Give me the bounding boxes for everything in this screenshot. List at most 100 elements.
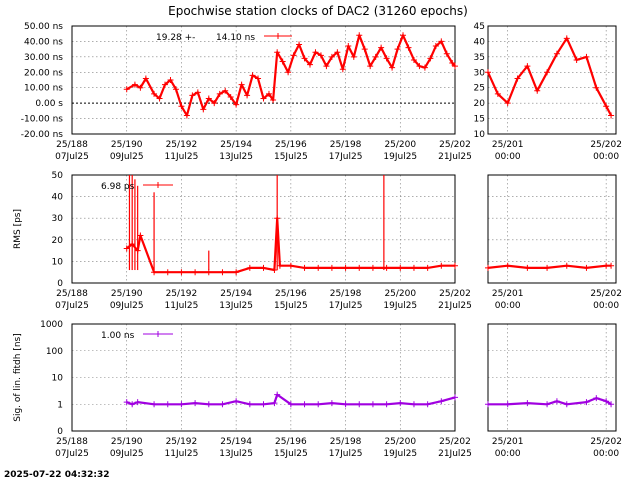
data-point [452,262,458,269]
y-tick-label: 25 [474,84,485,94]
x-tick-sublabel: 17Jul25 [329,301,363,311]
data-point [405,44,412,51]
x-tick-label: 25/201 [492,437,524,447]
x-tick-sublabel: 00:00 [495,449,521,459]
y-tick-label: 40 [474,37,486,47]
x-tick-label: 25/198 [330,437,362,447]
data-point [123,245,130,252]
x-tick-label: 25/190 [111,437,143,447]
data-point [449,60,456,67]
x-tick-label: 25/200 [384,140,416,150]
data-point [328,400,335,407]
x-tick-sublabel: 09Jul25 [110,152,144,162]
y-tick-label: 30 [474,68,486,78]
y-tick-label: 1 [57,400,63,410]
legend-marker [275,33,281,39]
data-point [504,262,511,269]
data-point [383,401,390,408]
data-point [246,401,253,408]
x-tick-sublabel: 19Jul25 [383,152,417,162]
data-point [192,400,199,407]
data-point [301,264,308,271]
x-tick-sublabel: 21Jul25 [438,449,472,459]
data-point [249,72,256,79]
y-tick-label: 20.00 ns [24,68,63,78]
data-point [452,394,458,401]
right-panel-frame [487,25,617,135]
x-tick-label: 25/192 [166,437,198,447]
data-point [485,401,491,408]
data-point [279,58,286,65]
legend-sigma-label: 14.10 ns [216,33,255,43]
data-point [416,63,423,70]
x-tick-sublabel: 19Jul25 [383,301,417,311]
data-point [233,269,240,276]
x-tick-sublabel: 07Jul25 [55,152,89,162]
x-tick-sublabel: 11Jul25 [165,152,199,162]
data-point [593,84,600,91]
data-point [394,46,401,53]
data-point [192,269,199,276]
data-point [432,43,439,50]
data-point [608,401,615,408]
y-tick-label: 0 [57,427,63,437]
y-tick-label: 35 [474,53,485,63]
x-tick-label: 25/196 [275,437,307,447]
data-point [301,401,308,408]
data-point [205,95,212,102]
y-tick-label: 0 [57,279,63,289]
data-point [131,81,138,88]
x-tick-label: 25/190 [111,140,143,150]
data-point [369,401,376,408]
data-point [219,269,226,276]
data-point [378,44,385,51]
data-point [246,264,253,271]
y-tick-label: 10 [474,130,486,140]
data-point [334,49,341,56]
data-point [504,401,511,408]
x-tick-label: 25/198 [330,140,362,150]
y-tick-label: 1000 [40,320,63,330]
data-point [216,90,223,97]
data-point [328,53,335,60]
x-tick-sublabel: 09Jul25 [110,449,144,459]
x-tick-sublabel: 21Jul25 [438,301,472,311]
x-tick-sublabel: 17Jul25 [329,152,363,162]
x-tick-label: 25/196 [275,140,307,150]
data-point [129,401,136,408]
data-point [317,52,324,59]
data-point [443,50,450,57]
data-point [233,398,240,405]
data-point [485,69,491,76]
data-point [583,264,590,271]
y-tick-label: 20 [52,236,64,246]
x-tick-label: 25/202 [590,140,622,150]
x-tick-sublabel: 19Jul25 [383,449,417,459]
x-tick-sublabel: 07Jul25 [55,449,89,459]
data-point [200,106,207,113]
legend-value-label: 1.00 ns [101,331,135,341]
data-point [424,401,431,408]
data-point [260,95,267,102]
data-point [603,398,610,405]
data-point [271,267,278,274]
data-point [260,264,267,271]
data-point [504,100,511,107]
x-tick-label: 25/202 [590,289,622,299]
data-point [312,49,319,56]
data-point [156,95,163,102]
data-point [287,262,294,269]
data-point [265,90,272,97]
data-point [452,63,458,70]
y-tick-label: 10.00 ns [24,84,63,94]
data-point [573,56,580,63]
left-panel-frame [71,25,456,135]
data-point [410,264,417,271]
data-point [189,92,196,99]
right-panel-frame [487,174,617,284]
data-point [323,63,330,70]
data-point [123,86,130,93]
data-point [227,93,234,100]
legend-mean-label: 19.28 +- [156,33,195,43]
data-point [397,264,404,271]
